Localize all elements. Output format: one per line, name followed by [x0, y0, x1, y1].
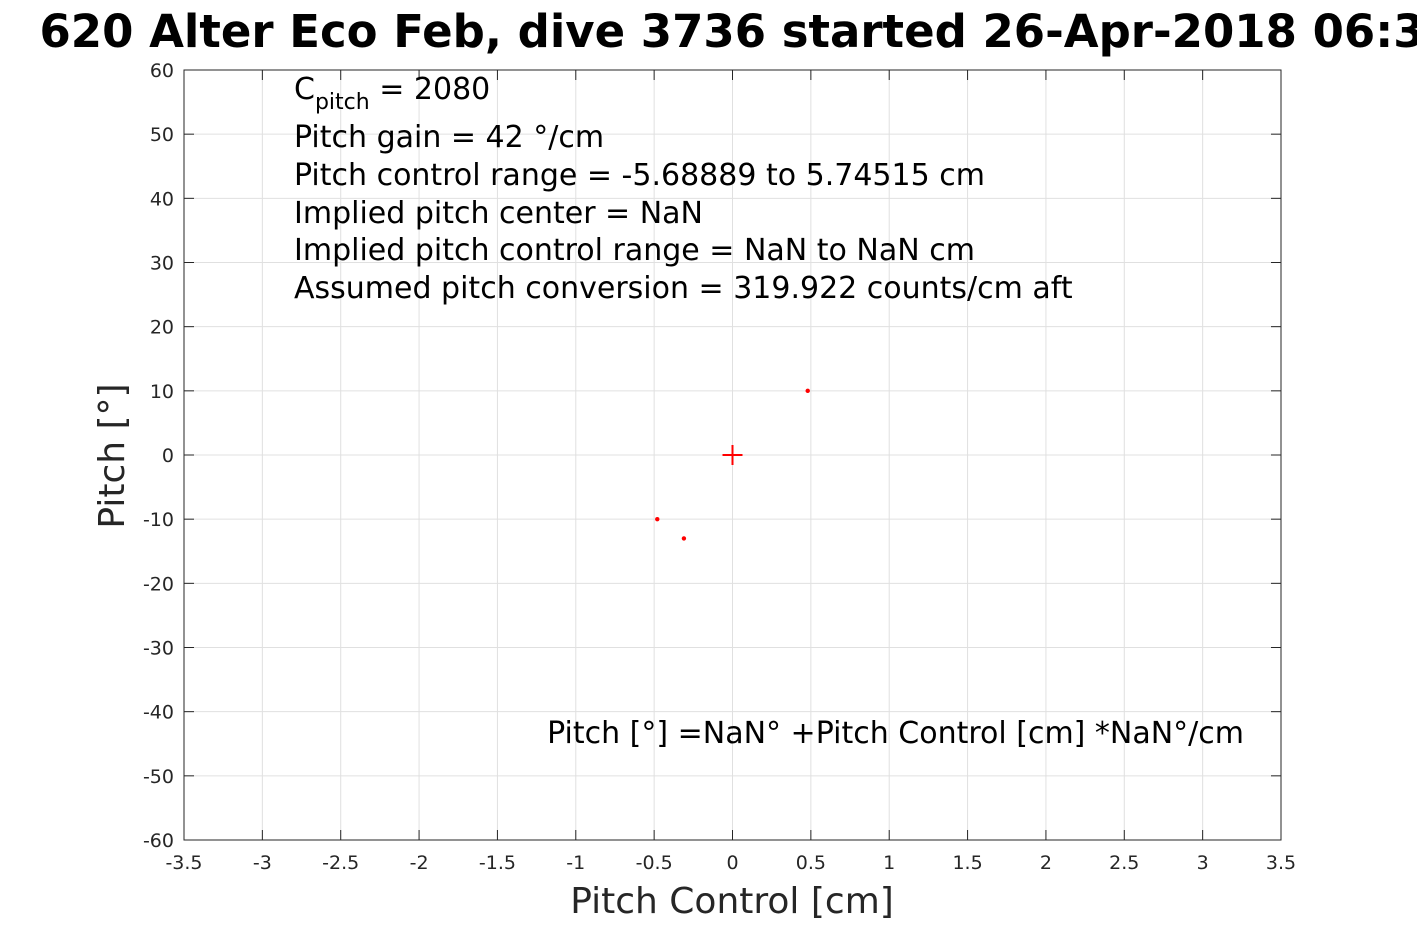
y-tick-label: -30 [143, 638, 174, 660]
x-tick-label: -3 [253, 852, 272, 874]
x-tick-label: 0.5 [796, 852, 826, 874]
x-tick-label: 1 [883, 852, 895, 874]
x-tick-label: -2.5 [322, 852, 359, 874]
y-tick-label: -10 [143, 509, 174, 531]
c-pitch-annotation: Cpitch = 2080 [294, 72, 490, 115]
x-tick-label: 0 [726, 852, 738, 874]
x-axis-label: Pitch Control [cm] [570, 881, 894, 922]
x-tick-label: -1 [566, 852, 585, 874]
x-tick-label: -2 [410, 852, 429, 874]
c-pitch-value: = 2080 [370, 72, 491, 107]
x-tick-label: -3.5 [165, 852, 202, 874]
implied-pitch-center-annotation: Implied pitch center = NaN [294, 196, 703, 231]
x-tick-label: 1.5 [952, 852, 982, 874]
x-tick-label: 2 [1040, 852, 1052, 874]
pitch-control-range-annotation: Pitch control range = -5.68889 to 5.7451… [294, 158, 985, 193]
x-tick-label: -1.5 [479, 852, 516, 874]
c-pitch-subscript: pitch [315, 90, 370, 115]
data-point [655, 516, 660, 522]
assumed-pitch-conversion-annotation: Assumed pitch conversion = 319.922 count… [294, 271, 1073, 306]
y-tick-label: -60 [143, 830, 174, 852]
y-tick-labels: 60 50 40 30 20 10 0 -10 -20 -30 -40 -50 -60 [143, 60, 174, 852]
data-point [681, 536, 687, 541]
pitch-gain-annotation: Pitch gain = 42 °/cm [294, 120, 604, 155]
x-tick-label: 3 [1197, 852, 1209, 874]
chart-title: 620 Alter Eco Feb, dive 3736 started 26-… [39, 5, 1417, 58]
c-pitch-prefix: C [294, 72, 315, 107]
y-axis-label: Pitch [°] [92, 383, 133, 528]
y-tick-label: 60 [150, 60, 174, 82]
x-tick-labels: -3.5 -3 -2.5 -2 -1.5 -1 -0.5 0 0.5 1 1.5 2 2.5 3 3.5 [165, 852, 1296, 874]
y-tick-label: 20 [150, 317, 174, 339]
y-tick-label: -40 [143, 702, 174, 724]
y-tick-label: -20 [143, 573, 174, 595]
y-tick-label: -50 [143, 766, 174, 788]
axis-ticks [183, 69, 1282, 841]
y-tick-label: 0 [162, 445, 174, 467]
y-tick-label: 40 [150, 188, 174, 210]
x-tick-label: 2.5 [1109, 852, 1139, 874]
center-plus-marker [722, 445, 743, 465]
x-tick-label: 3.5 [1266, 852, 1296, 874]
y-tick-label: 50 [150, 124, 174, 146]
data-point [805, 388, 810, 394]
x-tick-label: -0.5 [636, 852, 673, 874]
grid-lines [183, 69, 1282, 841]
data-points [655, 388, 810, 541]
annotation-block: Cpitch = 2080 Pitch gain = 42 °/cm Pitch… [294, 72, 1073, 306]
y-tick-label: 10 [150, 381, 174, 403]
implied-pitch-control-range-annotation: Implied pitch control range = NaN to NaN… [294, 233, 975, 268]
y-tick-label: 30 [150, 253, 174, 275]
fit-equation-annotation: Pitch [°] =NaN° +Pitch Control [cm] *NaN… [547, 716, 1244, 751]
